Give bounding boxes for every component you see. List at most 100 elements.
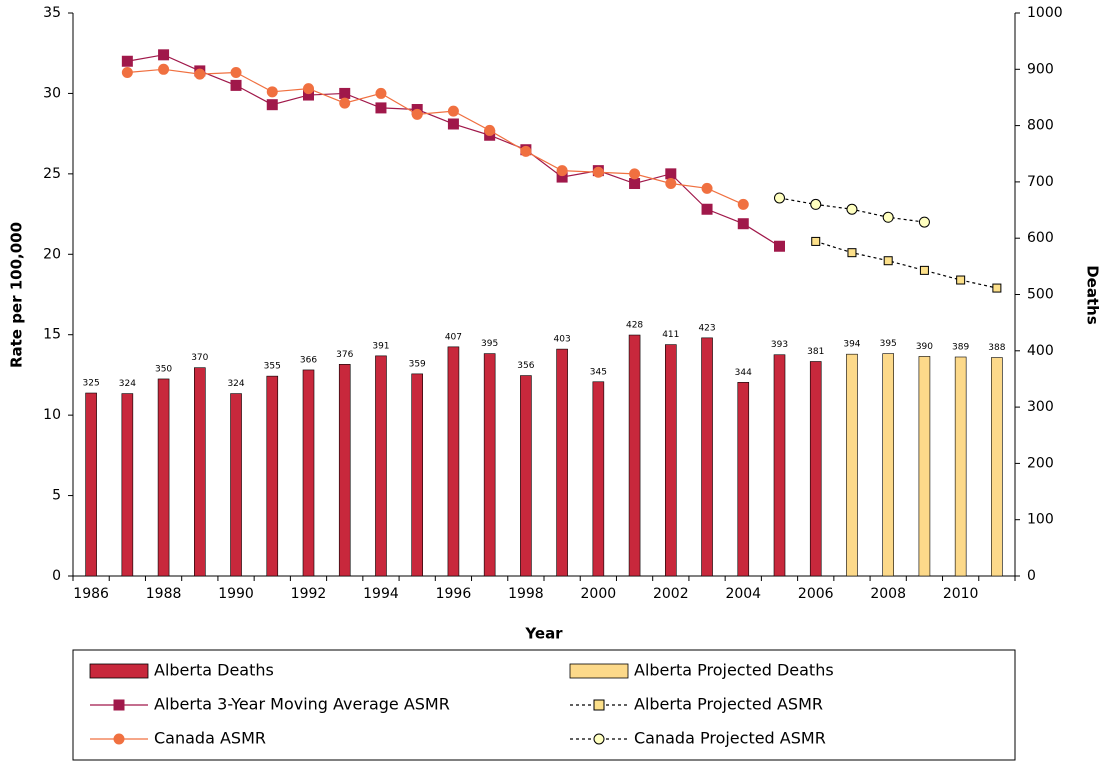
- x-axis-title: Year: [524, 625, 563, 643]
- bar-value-label: 391: [372, 341, 389, 351]
- marker: [303, 83, 314, 95]
- bar: [194, 367, 206, 577]
- marker: [266, 86, 278, 98]
- y2-tick-label: 700: [1027, 174, 1054, 190]
- marker: [665, 168, 677, 180]
- legend-label: Canada ASMR: [154, 729, 266, 748]
- marker: [701, 203, 713, 215]
- bar-value-label: 407: [445, 332, 462, 342]
- marker: [484, 124, 496, 136]
- marker: [375, 87, 387, 99]
- marker: [230, 67, 242, 79]
- marker: [919, 265, 929, 275]
- marker: [158, 63, 170, 75]
- bar-value-label: 388: [988, 343, 1005, 353]
- marker: [811, 236, 821, 246]
- legend-label: Alberta Projected Deaths: [634, 661, 834, 680]
- marker: [846, 203, 858, 215]
- y2-tick-label: 1000: [1027, 5, 1063, 21]
- legend-label: Alberta Projected ASMR: [634, 695, 823, 714]
- x-tick-label: 1998: [508, 586, 544, 602]
- bar-value-label: 355: [264, 362, 281, 372]
- x-tick-label: 1986: [73, 586, 109, 602]
- bar-value-label: 423: [698, 323, 715, 333]
- bar-value-label: 428: [626, 321, 643, 331]
- bar: [737, 382, 750, 577]
- y2-tick-label: 600: [1027, 230, 1054, 246]
- marker: [447, 118, 459, 130]
- x-tick-label: 1990: [218, 586, 254, 602]
- x-tick-label: 2002: [653, 586, 689, 602]
- legend-label: Alberta 3-Year Moving Average ASMR: [154, 695, 450, 714]
- marker: [629, 178, 641, 190]
- marker: [847, 248, 857, 258]
- line: [815, 240, 998, 289]
- bar-value-label: 390: [916, 342, 933, 352]
- bar: [230, 393, 242, 577]
- y-tick-label: 25: [43, 166, 61, 182]
- bar: [266, 375, 279, 577]
- x-tick-label: 2008: [870, 586, 906, 602]
- marker: [121, 67, 133, 79]
- marker: [992, 283, 1002, 293]
- bar-value-label: 395: [481, 339, 498, 349]
- bar: [918, 356, 931, 577]
- x-tick-label: 1994: [363, 586, 399, 602]
- bar: [157, 378, 170, 577]
- x-tick-label: 2006: [798, 586, 834, 602]
- y2-tick-label: 400: [1027, 343, 1054, 359]
- bar-value-label: 325: [83, 379, 100, 389]
- bar-value-label: 403: [554, 335, 571, 345]
- bar: [991, 357, 1003, 577]
- bar-value-label: 411: [662, 330, 679, 340]
- y-tick-label: 35: [43, 5, 61, 21]
- marker: [375, 102, 387, 114]
- bar: [375, 355, 387, 577]
- marker: [230, 79, 242, 91]
- y2-tick-label: 0: [1027, 568, 1036, 584]
- bar-value-label: 370: [191, 353, 208, 363]
- bar-value-label: 345: [590, 367, 607, 377]
- marker: [339, 87, 351, 99]
- y-tick-label: 5: [52, 488, 61, 504]
- legend-label: Alberta Deaths: [154, 661, 274, 680]
- marker: [121, 55, 133, 67]
- legend-box: [72, 649, 1016, 761]
- y-tick-label: 20: [43, 246, 61, 262]
- y2-tick-label: 800: [1027, 118, 1054, 134]
- marker: [629, 168, 641, 180]
- bar-value-label: 356: [517, 361, 534, 371]
- bar: [809, 361, 822, 577]
- bar: [701, 337, 713, 577]
- bar-value-label: 389: [952, 342, 969, 352]
- bar-value-label: 350: [155, 364, 172, 374]
- bar-value-label: 381: [807, 347, 824, 357]
- legend-swatch: [569, 663, 629, 679]
- marker: [447, 105, 459, 117]
- bar: [302, 369, 315, 577]
- bar: [85, 392, 97, 577]
- x-tick-label: 1996: [436, 586, 472, 602]
- bar: [665, 344, 677, 577]
- y-tick-label: 10: [43, 407, 61, 423]
- bar: [846, 353, 858, 577]
- marker: [774, 192, 785, 204]
- y-tick-label: 30: [43, 85, 61, 101]
- marker: [883, 256, 893, 266]
- bar: [520, 375, 532, 577]
- y-tick-label: 0: [52, 568, 61, 584]
- bar-value-label: 366: [300, 355, 317, 365]
- line: [127, 68, 744, 205]
- marker: [918, 216, 930, 228]
- marker: [882, 211, 894, 223]
- y2-tick-label: 500: [1027, 287, 1054, 303]
- y2-tick-label: 900: [1027, 61, 1054, 77]
- bar: [628, 334, 641, 577]
- marker: [520, 145, 532, 157]
- bar: [773, 354, 786, 577]
- y2-axis-title: Deaths: [1084, 265, 1102, 325]
- marker: [774, 240, 785, 252]
- bar: [882, 353, 894, 577]
- bar: [338, 364, 351, 577]
